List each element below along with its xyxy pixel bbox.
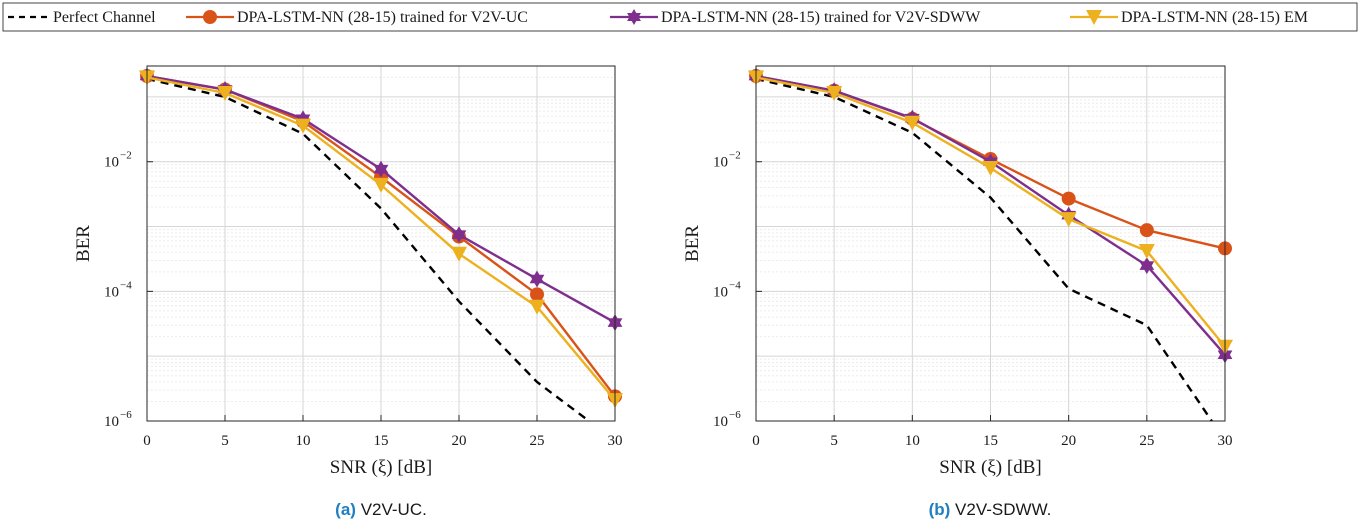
y-tick-label: 10: [104, 284, 119, 300]
data-point-uc: [1140, 223, 1154, 237]
subfigure-caption: (b) V2V-SDWW.: [929, 500, 1052, 519]
x-tick-label: 25: [530, 433, 545, 449]
legend-label-perfect: Perfect Channel: [53, 9, 156, 26]
x-tick-label: 0: [143, 433, 151, 449]
caption-id: (a): [335, 500, 356, 519]
x-tick-label: 30: [608, 433, 623, 449]
y-tick-label: 10: [713, 155, 728, 171]
x-axis-label: SNR (ξ) [dB]: [330, 457, 432, 478]
grid-lines: [756, 66, 1225, 421]
caption-id: (b): [929, 500, 951, 519]
legend: Perfect Channel DPA-LSTM-NN (28-15) trai…: [3, 3, 1357, 31]
legend-label-uc: DPA-LSTM-NN (28-15) trained for V2V-UC: [237, 9, 528, 26]
x-tick-label: 10: [296, 433, 311, 449]
y-tick-label: 10: [104, 155, 119, 171]
x-axis-label: SNR (ξ) [dB]: [939, 457, 1041, 478]
data-point-em: [451, 247, 467, 262]
y-tick-label: 10: [104, 414, 119, 430]
y-axis-label: BER: [682, 225, 703, 262]
y-tick-label: 10: [713, 284, 728, 300]
legend-item-sdww: DPA-LSTM-NN (28-15) trained for V2V-SDWW: [610, 9, 981, 26]
legend-item-uc: DPA-LSTM-NN (28-15) trained for V2V-UC: [186, 9, 528, 26]
data-point-uc: [530, 287, 544, 301]
x-tick-label: 5: [221, 433, 229, 449]
data-point-uc: [1062, 192, 1076, 206]
subfigure-caption: (a) V2V-UC.: [335, 500, 427, 519]
x-tick-label: 20: [1061, 433, 1076, 449]
y-axis-label: BER: [73, 225, 94, 262]
x-tick-label: 15: [374, 433, 389, 449]
y-tick-exponent: −2: [729, 150, 741, 162]
grid-lines: [147, 66, 615, 421]
caption-label: V2V-UC.: [361, 500, 427, 519]
x-tick-label: 0: [752, 433, 760, 449]
y-tick-exponent: −6: [729, 409, 741, 421]
legend-label-sdww: DPA-LSTM-NN (28-15) trained for V2V-SDWW: [661, 9, 981, 26]
y-tick-exponent: −4: [729, 279, 741, 291]
x-tick-label: 15: [983, 433, 998, 449]
x-tick-label: 10: [905, 433, 920, 449]
data-point-em: [904, 116, 920, 131]
x-tick-label: 25: [1139, 433, 1154, 449]
y-tick-exponent: −4: [120, 279, 132, 291]
legend-label-em: DPA-LSTM-NN (28-15) EM: [1121, 9, 1308, 26]
caption-label: V2V-SDWW.: [955, 500, 1051, 519]
y-tick-label: 10: [713, 414, 728, 430]
x-tick-label: 5: [830, 433, 838, 449]
x-tick-label: 30: [1218, 433, 1233, 449]
data-point-sdww: [530, 271, 545, 288]
y-tick-exponent: −6: [120, 409, 132, 421]
legend-marker-uc: [203, 10, 217, 24]
y-tick-exponent: −2: [120, 150, 132, 162]
x-tick-label: 20: [452, 433, 467, 449]
